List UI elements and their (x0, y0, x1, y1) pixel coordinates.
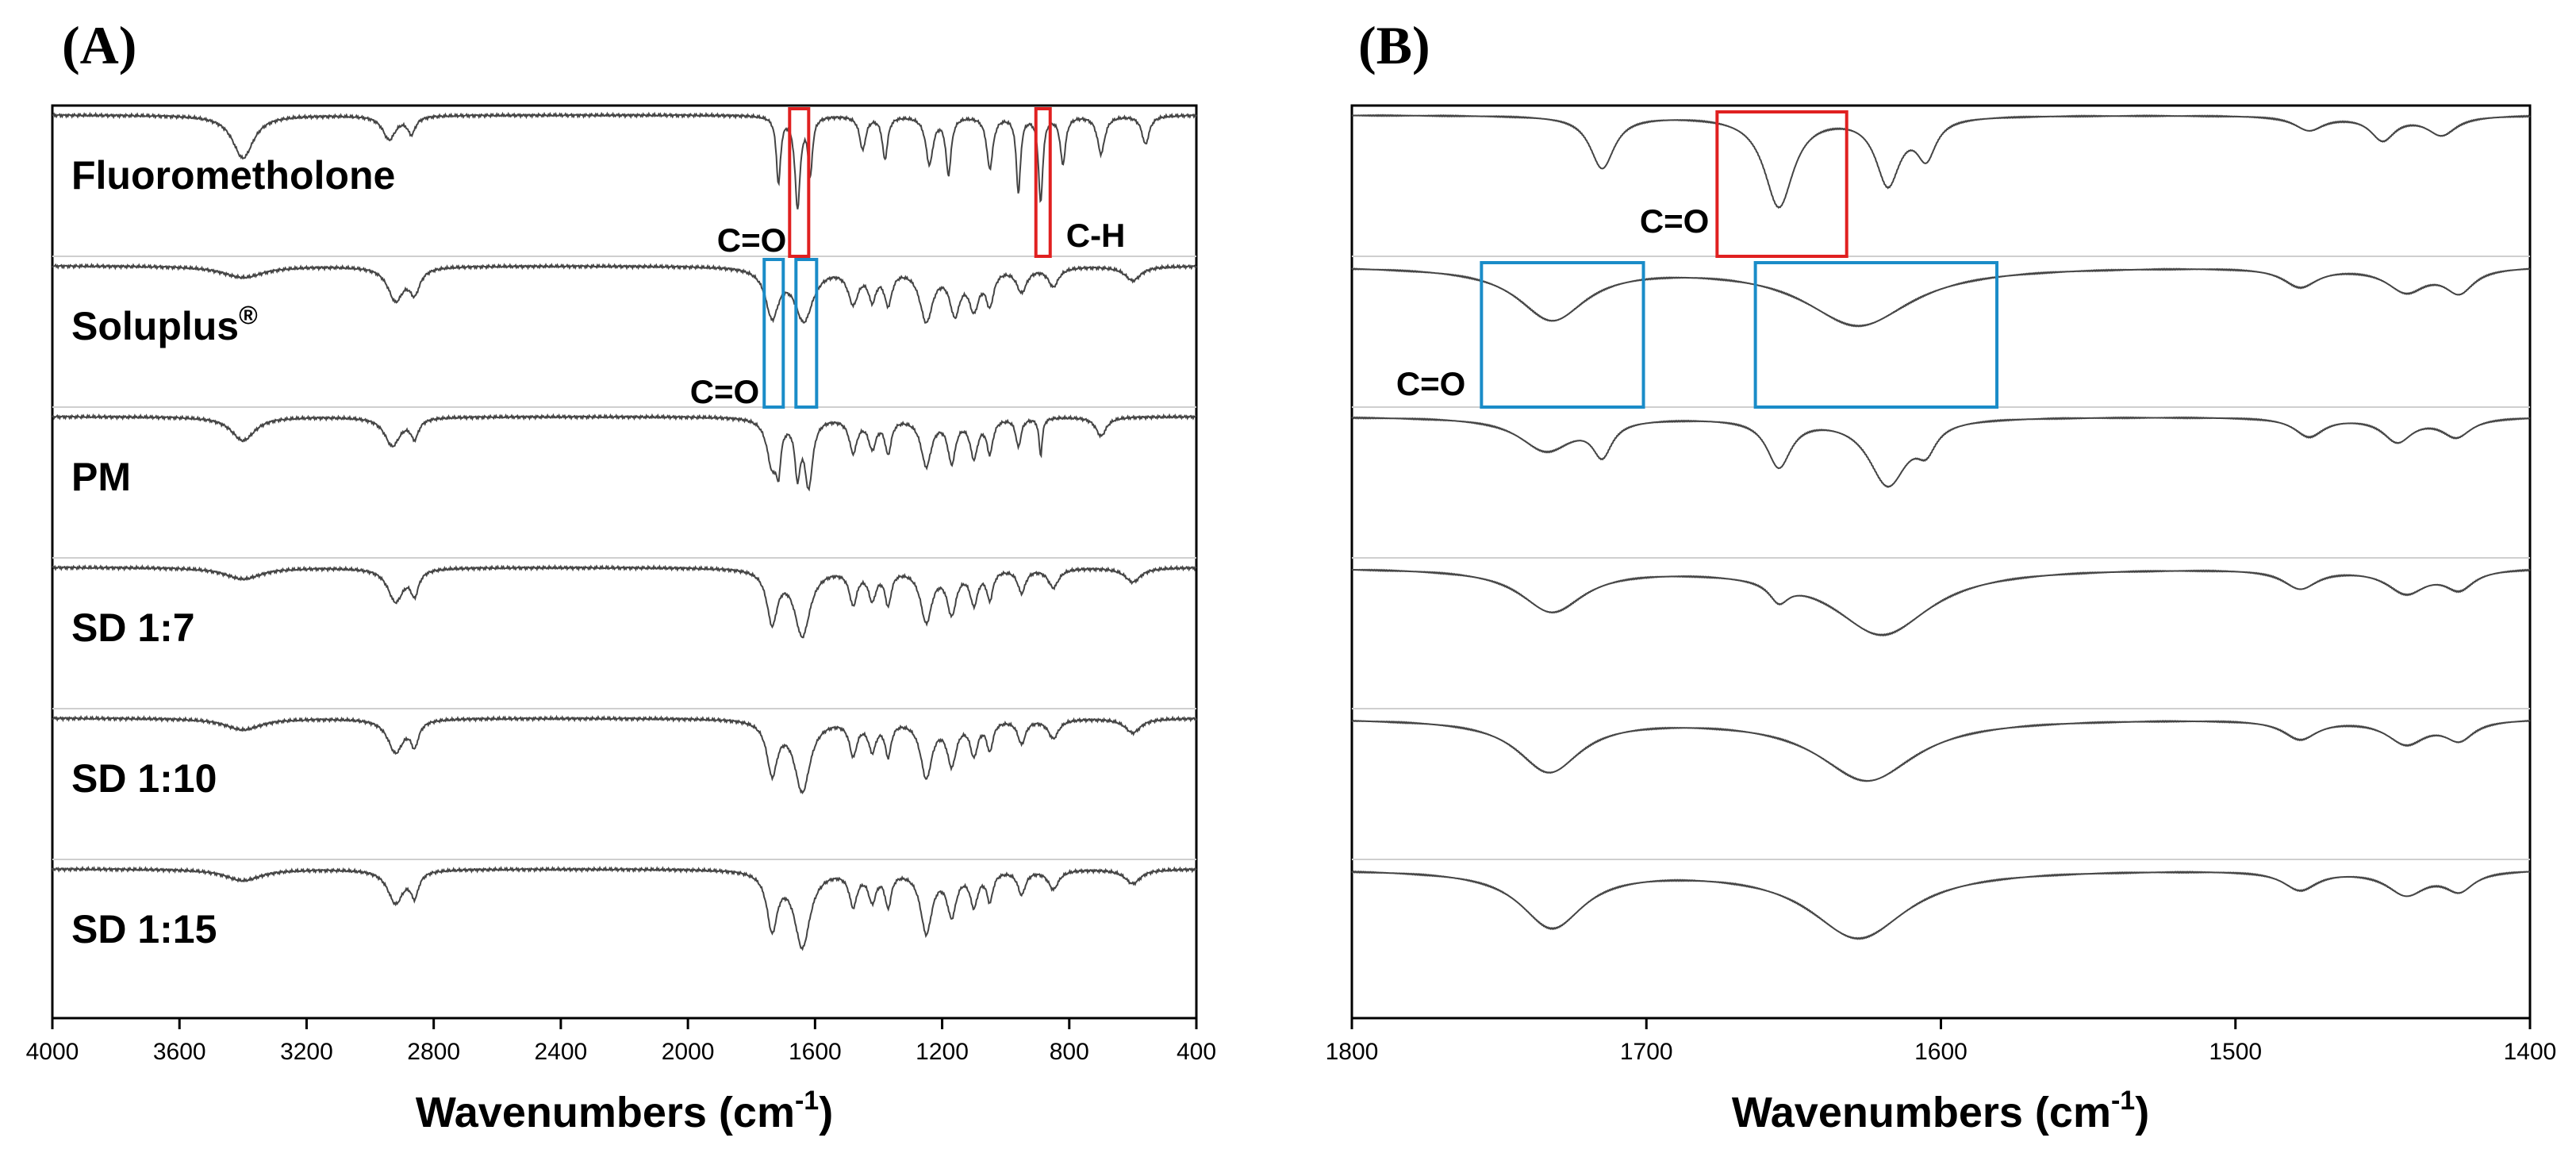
x-tick-label: 1700 (1620, 1039, 1673, 1065)
sample-label: SD 1:10 (71, 756, 217, 801)
spectrum-line (52, 413, 1197, 492)
annotation-box (1480, 261, 1645, 409)
annotation-label: C=O (1640, 202, 1710, 240)
sample-label: Fluorometholone (71, 153, 395, 198)
x-tick-label: 800 (1050, 1039, 1089, 1065)
x-tick-label: 4000 (26, 1039, 79, 1065)
spectrum-line (1351, 416, 2531, 488)
x-tick-label: 1200 (916, 1039, 969, 1065)
spectrum-line (52, 262, 1197, 324)
panel-b: (B) C=O C=O 1800 1700 1600 1500 1400 Wavenumb… (1326, 15, 2557, 1136)
x-tick-label: 2800 (407, 1039, 460, 1065)
spectrum-line (1351, 870, 2531, 940)
annotation-label: C=O (1396, 365, 1466, 402)
x-tick-label: 2400 (535, 1039, 588, 1065)
row-separators-a (52, 256, 1196, 860)
spectrum-line (52, 111, 1197, 209)
annotation-box (788, 107, 811, 258)
sample-label: Soluplus® (71, 301, 258, 348)
spectrum-line (1351, 568, 2531, 637)
panel-label-a: (A) (62, 15, 136, 75)
x-tick-label: 3600 (153, 1039, 206, 1065)
annotation-box (1753, 261, 1999, 409)
plot-frame-b (1350, 104, 2532, 1020)
annotation-boxes-a: C=O C-H C=O (690, 107, 1126, 410)
annotation-box (1034, 107, 1052, 258)
spectrum-line (1351, 267, 2531, 328)
annotation-label: C-H (1066, 217, 1126, 254)
plot-frame-a (51, 104, 1198, 1020)
sample-labels-a: Fluorometholone Soluplus® PM SD 1:7 SD 1:10 S… (71, 153, 395, 951)
spectrum-line (1351, 719, 2531, 782)
annotation-label: C=O (717, 221, 787, 259)
annotation-box (794, 258, 819, 409)
sample-label: PM (71, 455, 131, 499)
x-tick-label: 1600 (1914, 1039, 1968, 1065)
sample-label: SD 1:7 (71, 605, 195, 650)
x-axis-a: 4000 3600 3200 2800 2400 2000 1600 1200 800 400 (26, 1018, 1216, 1065)
x-axis-title-a: Wavenumbers (cm-1) (416, 1086, 833, 1136)
spectrum-line (52, 714, 1197, 794)
panel-a: (A) Fluorometholone Soluplus® PM SD 1:7 SD 1… (26, 15, 1216, 1136)
row-separators-b (1352, 256, 2530, 860)
registered-mark: ® (239, 301, 258, 329)
annotation-label: C=O (690, 373, 760, 410)
x-tick-label: 1800 (1326, 1039, 1379, 1065)
x-tick-label: 400 (1177, 1039, 1216, 1065)
x-tick-label: 1400 (2504, 1039, 2557, 1065)
panel-label-b: (B) (1358, 15, 1430, 75)
annotation-box (1715, 110, 1849, 258)
sample-label: SD 1:15 (71, 907, 217, 951)
x-tick-label: 2000 (662, 1039, 715, 1065)
spectrum-line (52, 563, 1197, 639)
x-tick-label: 1500 (2209, 1039, 2262, 1065)
spectrum-line (52, 865, 1197, 951)
x-axis-title-b: Wavenumbers (cm-1) (1732, 1086, 2149, 1136)
x-axis-b: 1800 1700 1600 1500 1400 (1326, 1018, 2557, 1065)
spectra-b (1351, 113, 2531, 940)
spectra-a (52, 111, 1197, 951)
annotation-box (762, 258, 785, 409)
x-tick-label: 1600 (789, 1039, 842, 1065)
spectrum-line (1351, 113, 2531, 209)
x-tick-label: 3200 (280, 1039, 333, 1065)
annotation-boxes-b: C=O C=O (1396, 110, 1999, 409)
